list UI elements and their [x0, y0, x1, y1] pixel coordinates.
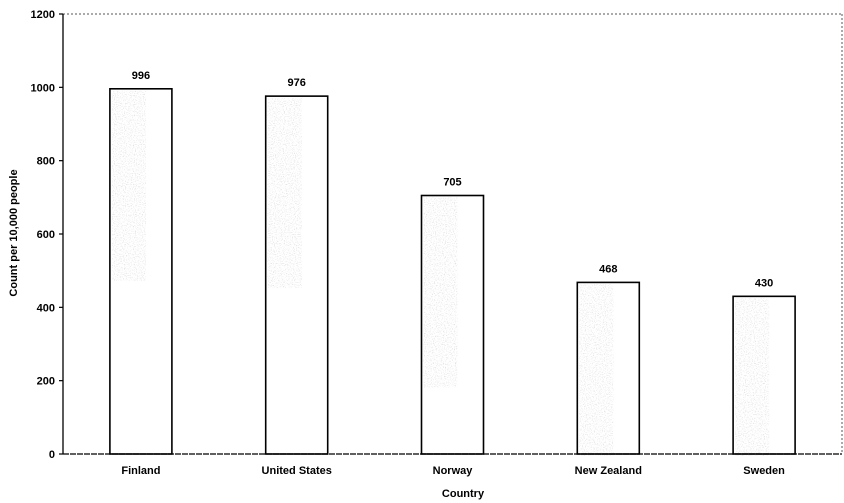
bar-data-label: 996 — [132, 70, 150, 82]
bar-data-label: 468 — [599, 263, 617, 275]
y-tick-label: 0 — [49, 449, 55, 461]
y-tick-label: 200 — [37, 376, 55, 388]
x-axis: Finland United States Norway New Zealand Swe… — [63, 453, 842, 477]
x-tick-label: Norway — [433, 465, 474, 477]
bar-data-label: 430 — [755, 277, 773, 289]
plot-area — [63, 13, 843, 454]
bar-group: 705 — [420, 177, 485, 455]
x-tick-label: United States — [262, 465, 332, 477]
y-tick-label: 1200 — [31, 9, 55, 21]
bar-texture — [111, 90, 146, 281]
x-tick-label: Finland — [121, 465, 160, 477]
bar-group: 976 — [264, 77, 329, 455]
bar-data-label: 705 — [443, 177, 461, 189]
y-tick-label: 1000 — [31, 82, 55, 94]
bar-data-label: 976 — [288, 77, 306, 89]
y-tick-label: 800 — [37, 156, 55, 168]
bar-group: 430 — [732, 277, 796, 456]
x-axis-title: Country — [442, 488, 485, 500]
y-tick-label: 400 — [37, 302, 55, 314]
bar-texture — [267, 98, 302, 289]
bar — [576, 281, 641, 455]
y-tick-label: 600 — [37, 229, 55, 241]
x-tick-label: New Zealand — [575, 465, 642, 477]
bar-texture — [423, 197, 458, 388]
bar-texture — [735, 298, 770, 456]
y-axis-title: Count per 10,000 people — [8, 169, 20, 296]
bar-group: 996 — [109, 70, 173, 455]
x-tick-label: Sweden — [743, 465, 785, 477]
y-axis: 0 200 400 600 800 1000 1200 — [31, 9, 64, 461]
bars-group: 996 976 705 468 430 — [109, 70, 796, 456]
bar-texture — [579, 284, 614, 456]
bar-group: 468 — [576, 263, 641, 456]
